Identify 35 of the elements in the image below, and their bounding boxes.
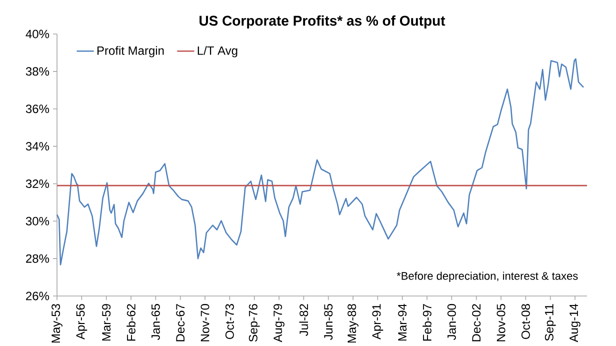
y-tick-label: 30% — [26, 216, 50, 226]
legend-label: Profit Margin — [97, 46, 164, 58]
x-tick-label: Jan-00 — [447, 304, 456, 340]
x-tick-label: Oct-08 — [521, 304, 530, 339]
legend-label: L/T Avg — [198, 46, 238, 58]
x-tick-label: Dec-67 — [176, 304, 185, 342]
x-tick-label: Feb-97 — [422, 304, 432, 341]
x-tick-label: Jul-82 — [299, 304, 308, 336]
x-tick-label: May-53 — [52, 304, 62, 343]
x-tick-label: Aug-79 — [274, 304, 284, 342]
y-tick-label: 38% — [26, 67, 50, 76]
x-tick-label: Aug-14 — [570, 304, 580, 342]
x-tick-label: Nov-70 — [200, 304, 210, 342]
x-tick-label: Sep-76 — [248, 304, 260, 342]
x-tick-label: Apr-91 — [372, 304, 384, 340]
y-tick-label: 26% — [26, 292, 50, 300]
y-tick-label: 28% — [26, 254, 50, 263]
x-tick-label: Mar-59 — [102, 304, 111, 341]
x-tick-label: Jun-85 — [324, 304, 333, 340]
x-tick-label: Apr-56 — [76, 304, 88, 340]
x-tick-label: May-88 — [348, 304, 358, 343]
x-tick-label: Nov-05 — [496, 304, 506, 342]
x-tick-label: Sep-11 — [544, 304, 556, 341]
x-tick-label: Feb-62 — [126, 304, 136, 341]
y-tick-label: 36% — [26, 104, 50, 114]
y-tick-label: 34% — [26, 142, 50, 151]
y-tick-label: 32% — [26, 179, 50, 188]
line-series — [56, 58, 584, 266]
x-tick-label: Dec-02 — [472, 304, 481, 342]
x-tick-label: Mar-94 — [398, 304, 407, 341]
x-tick-label: Oct-73 — [225, 304, 234, 339]
annotation: *Before depreciation, interest & taxes — [396, 272, 578, 282]
chart-title: US Corporate Profits* as % of Output — [200, 15, 446, 28]
y-tick-label: 40% — [26, 30, 50, 38]
x-tick-label: Jan-65 — [151, 304, 160, 340]
